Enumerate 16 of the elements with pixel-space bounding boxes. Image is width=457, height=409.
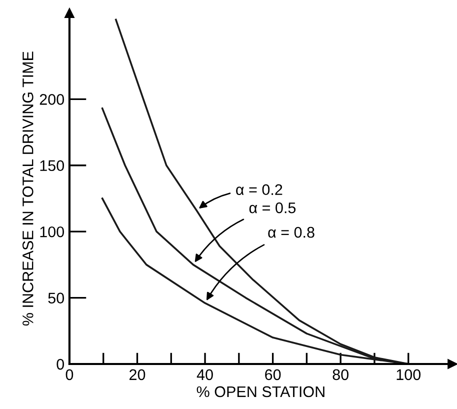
annotation: α = 0.8: [268, 226, 314, 238]
y-tick-label: 100: [40, 226, 64, 238]
x-axis-title: % OPEN STATION: [196, 386, 324, 398]
y-axis-title: % INCREASE IN TOTAL DRIVING TIME: [22, 52, 34, 326]
x-tick-label: 80: [332, 369, 348, 380]
y-tick-label: 150: [40, 160, 64, 172]
annotation: α = 0.5: [249, 202, 296, 214]
y-tick-label: 50: [48, 292, 64, 304]
x-tick-label: 40: [196, 369, 213, 380]
x-tick-label: 60: [265, 369, 281, 380]
annotation: α = 0.2: [236, 184, 282, 196]
x-tick-label: 20: [130, 369, 146, 380]
y-tick-label: 200: [40, 94, 64, 105]
x-tick-label: 100: [396, 369, 421, 380]
y-tick-label: 0: [56, 358, 64, 370]
x-tick-label: 0: [66, 369, 74, 380]
